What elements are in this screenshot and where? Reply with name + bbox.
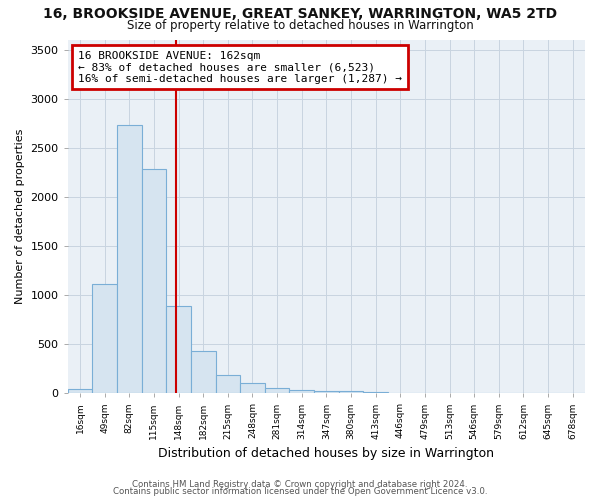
Bar bbox=[117, 126, 142, 394]
Text: Contains public sector information licensed under the Open Government Licence v3: Contains public sector information licen… bbox=[113, 488, 487, 496]
Bar bbox=[142, 168, 166, 394]
Bar bbox=[215, 375, 240, 394]
Bar bbox=[289, 390, 314, 394]
Bar bbox=[191, 351, 215, 394]
Bar bbox=[265, 388, 289, 394]
Bar bbox=[166, 306, 191, 394]
Y-axis label: Number of detached properties: Number of detached properties bbox=[15, 129, 25, 304]
Bar bbox=[92, 284, 117, 394]
Text: Contains HM Land Registry data © Crown copyright and database right 2024.: Contains HM Land Registry data © Crown c… bbox=[132, 480, 468, 489]
Bar bbox=[314, 391, 338, 394]
X-axis label: Distribution of detached houses by size in Warrington: Distribution of detached houses by size … bbox=[158, 447, 494, 460]
Text: 16, BROOKSIDE AVENUE, GREAT SANKEY, WARRINGTON, WA5 2TD: 16, BROOKSIDE AVENUE, GREAT SANKEY, WARR… bbox=[43, 8, 557, 22]
Bar bbox=[68, 389, 92, 394]
Bar bbox=[364, 392, 388, 394]
Text: Size of property relative to detached houses in Warrington: Size of property relative to detached ho… bbox=[127, 18, 473, 32]
Bar bbox=[240, 384, 265, 394]
Text: 16 BROOKSIDE AVENUE: 162sqm
← 83% of detached houses are smaller (6,523)
16% of : 16 BROOKSIDE AVENUE: 162sqm ← 83% of det… bbox=[78, 50, 402, 84]
Bar bbox=[338, 392, 364, 394]
